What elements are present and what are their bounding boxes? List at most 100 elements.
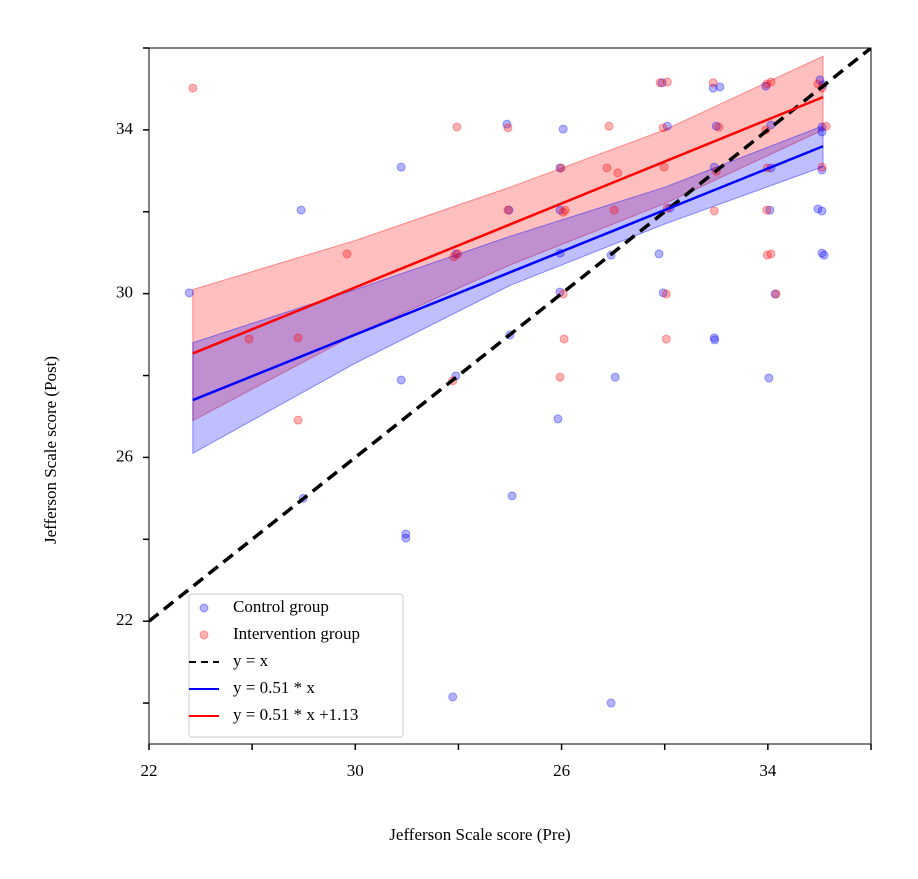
x-tick-label: 26: [553, 761, 570, 780]
scatter-point: [708, 78, 718, 88]
scatter-point: [184, 288, 194, 298]
scatter-point: [610, 372, 620, 382]
plot-area: [149, 48, 871, 708]
legend-label: y = 0.51 * x +1.13: [233, 705, 358, 724]
scatter-point: [771, 289, 781, 299]
confidence-band: [192, 125, 824, 455]
scatter-point: [662, 121, 672, 131]
scatter-point: [556, 163, 566, 173]
scatter-point: [764, 373, 774, 383]
y-tick-label: 34: [116, 119, 134, 138]
scatter-point: [661, 289, 671, 299]
scatter-point: [293, 333, 303, 343]
scatter-point: [817, 122, 827, 132]
legend-box: [188, 593, 404, 738]
scatter-point: [655, 78, 665, 88]
scatter-point: [449, 252, 459, 262]
y-tick-label: 22: [116, 610, 133, 629]
scatter-point: [813, 204, 823, 214]
scatter-point: [602, 163, 612, 173]
scatter-point: [555, 372, 565, 382]
scatter-point: [503, 123, 513, 133]
scatter-point: [188, 83, 198, 93]
scatter-point: [609, 205, 619, 215]
scatter-point: [762, 205, 772, 215]
legend-label: y = x: [233, 651, 269, 670]
scatter-point: [401, 533, 411, 543]
scatter-point: [815, 75, 825, 85]
scatter-point: [770, 289, 780, 299]
scatter-point: [817, 206, 827, 216]
scatter-point: [715, 82, 725, 92]
scatter-point: [559, 334, 569, 344]
scatter-point: [819, 250, 829, 260]
scatter-point: [560, 205, 570, 215]
scatter-point: [451, 249, 461, 259]
scatter-point: [448, 692, 458, 702]
scatter-point: [709, 206, 719, 216]
scatter-point: [604, 121, 614, 131]
scatter-point: [765, 205, 775, 215]
scatter-point: [396, 375, 406, 385]
fit-line: [149, 48, 871, 623]
legend-label: y = 0.51 * x: [233, 678, 315, 697]
scatter-point: [662, 77, 672, 87]
scatter-point: [709, 333, 719, 343]
scatter-point: [657, 78, 667, 88]
scatter-point: [555, 163, 565, 173]
scatter-point: [452, 122, 462, 132]
scatter-point: [507, 491, 517, 501]
scatter-point: [606, 698, 616, 708]
y-tick-label: 30: [116, 283, 133, 302]
scatter-point: [661, 334, 671, 344]
scatter-point: [504, 205, 514, 215]
scatter-point: [342, 249, 352, 259]
scatter-point: [555, 205, 565, 215]
scatter-point: [658, 288, 668, 298]
fit-line: [192, 95, 824, 355]
scatter-point: [817, 165, 827, 175]
scatter-point: [761, 81, 771, 91]
legend-marker: [199, 603, 209, 613]
scatter-point: [714, 122, 724, 132]
scatter-point: [503, 205, 513, 215]
scatter-point: [711, 121, 721, 131]
scatter-point: [817, 162, 827, 172]
scatter-point: [296, 205, 306, 215]
plot-frame: [148, 47, 872, 745]
scatter-point: [613, 168, 623, 178]
x-tick-label: 30: [347, 761, 364, 780]
scatter-point: [817, 127, 827, 137]
confidence-band: [192, 55, 824, 422]
scatter-point: [708, 83, 718, 93]
legend-label: Intervention group: [233, 624, 360, 643]
scatter-point: [821, 121, 831, 131]
scatter-point: [659, 162, 669, 172]
x-axis-label: Jefferson Scale score (Pre): [389, 825, 570, 844]
scatter-point: [817, 248, 827, 258]
legend-marker: [199, 630, 209, 640]
scatter-point: [654, 249, 664, 259]
x-tick-label: 22: [141, 761, 158, 780]
y-tick-label: 26: [116, 446, 133, 465]
scatter-point: [766, 77, 776, 87]
scatter-point: [396, 162, 406, 172]
scatter-point: [453, 249, 463, 259]
y-axis-label: Jefferson Scale score (Post): [41, 356, 60, 544]
scatter-point: [293, 415, 303, 425]
scatter-point: [766, 249, 776, 259]
scatter-point: [401, 529, 411, 539]
x-tick-label: 34: [759, 761, 777, 780]
scatter-point: [558, 124, 568, 134]
scatter-point: [762, 250, 772, 260]
scatter-point: [762, 79, 772, 89]
scatter-point: [502, 119, 512, 129]
fit-line: [192, 145, 824, 402]
scatter-point: [553, 414, 563, 424]
scatter-point: [558, 207, 568, 217]
scatter-point: [710, 335, 720, 345]
legend-label: Control group: [233, 597, 329, 616]
scatter-point: [244, 334, 254, 344]
scatter-point: [658, 123, 668, 133]
